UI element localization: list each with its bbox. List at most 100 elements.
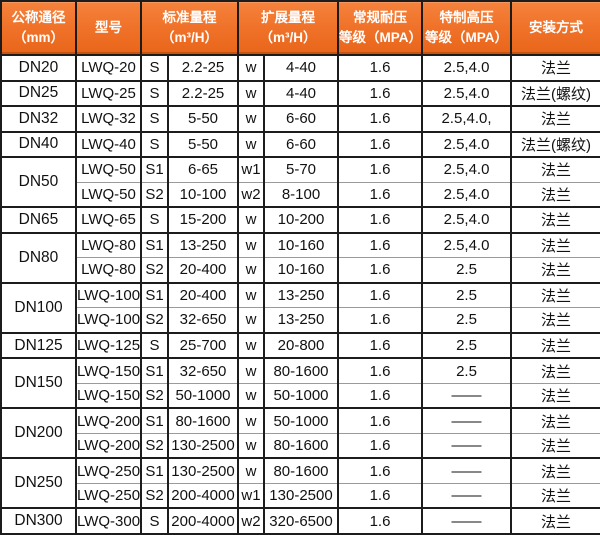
install-cell: 法兰 bbox=[510, 307, 600, 334]
dn-cell: DN150 bbox=[0, 357, 77, 409]
high-mpa-cell: —— bbox=[421, 457, 512, 484]
install-cell: 法兰 bbox=[510, 231, 600, 259]
header-high-pressure: 特制高压 等级（MPA） bbox=[421, 0, 512, 56]
normal-mpa-cell: 1.6 bbox=[337, 79, 423, 107]
normal-mpa-cell: 1.6 bbox=[337, 54, 423, 82]
table-header: 公称通径 （mm） 型号 标准量程 （m³/H） 扩展量程 （m³/H） 常规耐… bbox=[0, 0, 600, 56]
std-range-cell: 20-400 bbox=[167, 281, 239, 309]
table-row: DN20 LWQ-20 S 2.2-25 w 4-40 1.6 2.5,4.0 法兰 bbox=[0, 54, 600, 82]
high-mpa-cell: 2.5,4.0 bbox=[421, 79, 512, 107]
std-range-cell: 80-1600 bbox=[167, 407, 239, 434]
normal-mpa-cell: 1.6 bbox=[337, 407, 423, 434]
table-row: DN32 LWQ-32 S 5-50 w 6-60 1.6 2.5,4.0, 法兰 bbox=[0, 105, 600, 133]
dn-cell: DN20 bbox=[0, 54, 77, 82]
install-cell: 法兰 bbox=[510, 156, 600, 183]
table-row: DN25 LWQ-25 S 2.2-25 w 4-40 1.6 2.5,4.0 法兰(螺纹) bbox=[0, 79, 600, 107]
std-range-cell: 130-2500 bbox=[167, 432, 239, 459]
header-extended-range: 扩展量程 （m³/H） bbox=[237, 0, 339, 56]
high-mpa-cell: 2.5,4.0 bbox=[421, 181, 512, 208]
header-standard-range-line2: （m³/H） bbox=[161, 30, 218, 45]
model-cell: LWQ-50 bbox=[75, 156, 142, 183]
ext-range-cell: 8-100 bbox=[263, 181, 339, 208]
ext-code-cell: w bbox=[237, 130, 265, 158]
ext-range-cell: 10-200 bbox=[263, 206, 339, 234]
table-row: DN300 LWQ-300 S 200-4000 w2 320-6500 1.6 —— 法兰 bbox=[0, 507, 600, 535]
dn-cell: DN125 bbox=[0, 331, 77, 359]
model-cell: LWQ-300 bbox=[75, 507, 142, 535]
model-cell: LWQ-80 bbox=[75, 231, 142, 259]
model-cell: LWQ-150 bbox=[75, 357, 142, 384]
ext-code-cell: w bbox=[237, 105, 265, 133]
install-cell: 法兰 bbox=[510, 257, 600, 284]
std-range-cell: 200-4000 bbox=[167, 482, 239, 509]
ext-code-cell: w bbox=[237, 357, 265, 384]
normal-mpa-cell: 1.6 bbox=[337, 382, 423, 409]
model-cell: LWQ-20 bbox=[75, 54, 142, 82]
model-cell: LWQ-80 bbox=[75, 257, 142, 284]
header-model-label: 型号 bbox=[95, 19, 122, 35]
dn-cell: DN80 bbox=[0, 231, 77, 284]
install-cell: 法兰 bbox=[510, 507, 600, 535]
install-cell: 法兰 bbox=[510, 206, 600, 234]
table-row: DN100 LWQ-100 S1 20-400 w 13-250 1.6 2.5 法兰 bbox=[0, 281, 600, 334]
header-row: 公称通径 （mm） 型号 标准量程 （m³/H） 扩展量程 （m³/H） 常规耐… bbox=[0, 0, 600, 56]
high-mpa-cell: 2.5 bbox=[421, 357, 512, 384]
dn-cell: DN40 bbox=[0, 130, 77, 158]
ext-range-cell: 50-1000 bbox=[263, 407, 339, 434]
table-row: DN50 LWQ-50 S1 6-65 w1 5-70 1.6 2.5,4.0 法兰 bbox=[0, 156, 600, 208]
header-dn-line2: （mm） bbox=[12, 30, 64, 45]
std-range-cell: 5-50 bbox=[167, 105, 239, 133]
high-mpa-cell: —— bbox=[421, 482, 512, 509]
header-normal-pressure-line1: 常规耐压 bbox=[353, 9, 407, 25]
std-code-cell: S bbox=[140, 130, 169, 158]
dn-cell: DN300 bbox=[0, 507, 77, 535]
std-code-cell: S bbox=[140, 79, 169, 107]
header-install-label: 安装方式 bbox=[529, 19, 583, 35]
install-cell: 法兰 bbox=[510, 281, 600, 309]
ext-code-cell: w bbox=[237, 432, 265, 459]
ext-range-cell: 5-70 bbox=[263, 156, 339, 183]
model-cell: LWQ-100 bbox=[75, 307, 142, 334]
header-install: 安装方式 bbox=[510, 0, 600, 56]
std-code-cell: S bbox=[140, 206, 169, 234]
ext-code-cell: w bbox=[237, 331, 265, 359]
normal-mpa-cell: 1.6 bbox=[337, 457, 423, 484]
table-row: DN250 LWQ-250 S1 130-2500 w 80-1600 1.6 —— 法兰 bbox=[0, 457, 600, 509]
dn-cell: DN25 bbox=[0, 79, 77, 107]
ext-range-cell: 13-250 bbox=[263, 281, 339, 309]
model-cell: LWQ-200 bbox=[75, 432, 142, 459]
table-row: DN150 LWQ-150 S1 32-650 w 80-1600 1.6 2.5 法兰 bbox=[0, 357, 600, 409]
std-code-cell: S bbox=[140, 54, 169, 82]
dn-cell: DN65 bbox=[0, 206, 77, 234]
ext-code-cell: w1 bbox=[237, 482, 265, 509]
high-mpa-cell: 2.5 bbox=[421, 281, 512, 309]
model-cell: LWQ-150 bbox=[75, 382, 142, 409]
table-row: DN125 LWQ-125 S 25-700 w 20-800 1.6 2.5 法兰 bbox=[0, 331, 600, 359]
table-row: LWQ-50 S2 10-100 w2 8-100 1.6 2.5,4.0 法兰 bbox=[1, 181, 600, 208]
model-cell: LWQ-65 bbox=[75, 206, 142, 234]
normal-mpa-cell: 1.6 bbox=[337, 156, 423, 183]
ext-range-cell: 320-6500 bbox=[263, 507, 339, 535]
dn-cell: DN250 bbox=[0, 457, 77, 509]
table-row: LWQ-80 S2 20-400 w 10-160 1.6 2.5 法兰 bbox=[1, 257, 600, 284]
header-dn-line1: 公称通径 bbox=[11, 9, 66, 25]
model-cell: LWQ-50 bbox=[75, 181, 142, 208]
high-mpa-cell: —— bbox=[421, 382, 512, 409]
std-range-cell: 15-200 bbox=[167, 206, 239, 234]
high-mpa-cell: 2.5 bbox=[421, 331, 512, 359]
header-model: 型号 bbox=[75, 0, 142, 56]
header-standard-range-line1: 标准量程 bbox=[162, 9, 217, 25]
ext-range-cell: 20-800 bbox=[263, 331, 339, 359]
model-cell: LWQ-100 bbox=[75, 281, 142, 309]
std-code-cell: S2 bbox=[140, 432, 169, 459]
std-code-cell: S2 bbox=[140, 382, 169, 409]
ext-code-cell: w bbox=[237, 54, 265, 82]
install-cell: 法兰(螺纹) bbox=[510, 79, 600, 107]
table-row: DN40 LWQ-40 S 5-50 w 6-60 1.6 2.5,4.0 法兰(螺纹) bbox=[0, 130, 600, 158]
model-cell: LWQ-40 bbox=[75, 130, 142, 158]
std-code-cell: S bbox=[140, 105, 169, 133]
normal-mpa-cell: 1.6 bbox=[337, 507, 423, 535]
ext-code-cell: w bbox=[237, 79, 265, 107]
model-cell: LWQ-125 bbox=[75, 331, 142, 359]
install-cell: 法兰 bbox=[510, 407, 600, 434]
